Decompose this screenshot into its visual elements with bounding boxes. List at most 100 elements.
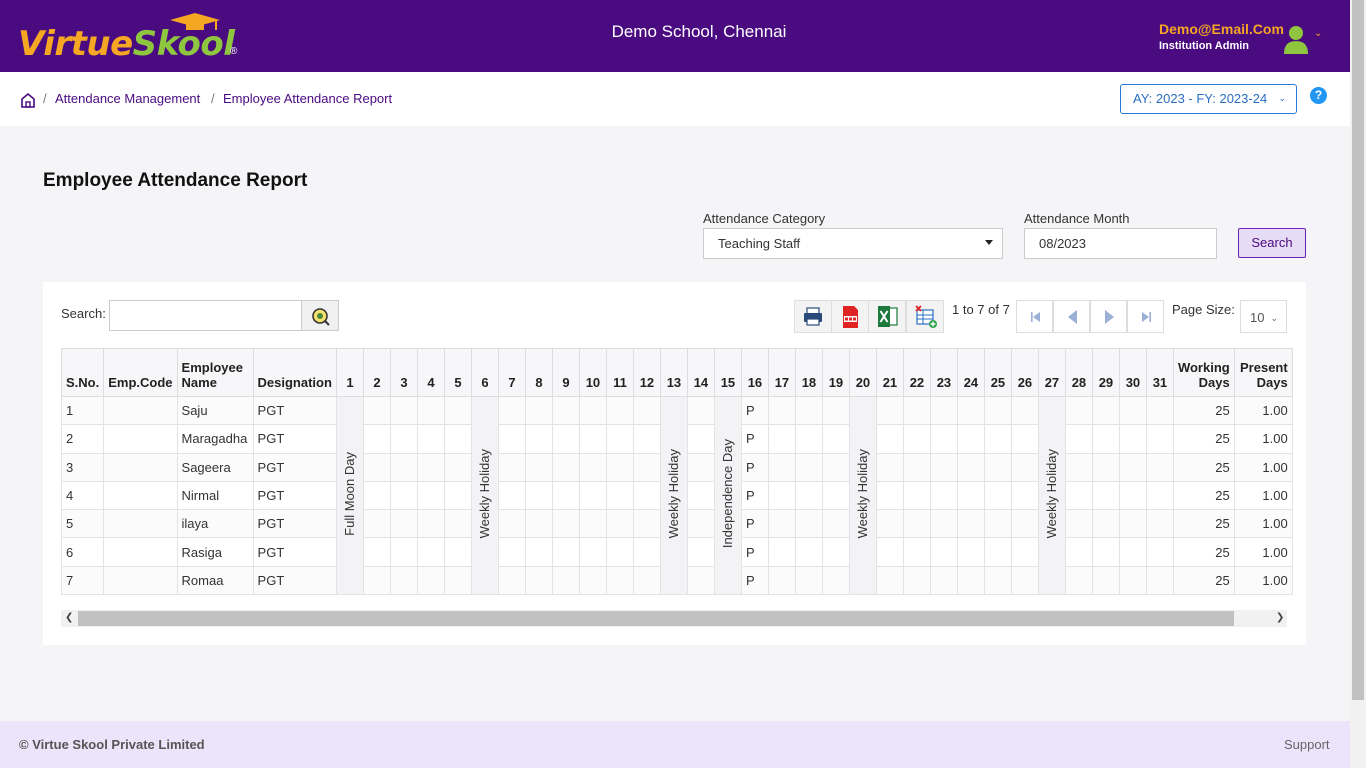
- cell-employee-name: Rasiga: [176, 537, 254, 567]
- cell-day-31: [1145, 452, 1174, 482]
- cell-day-25: [983, 395, 1012, 426]
- cell-day-11: [605, 509, 634, 539]
- grid-scrollbar-thumb[interactable]: [78, 611, 1234, 626]
- column-header-designation: Designation: [252, 348, 337, 397]
- column-header-day-28: 28: [1064, 348, 1093, 397]
- cell-day-26: [1010, 565, 1039, 596]
- column-header-day-11: 11: [605, 348, 634, 397]
- print-button[interactable]: [794, 300, 832, 333]
- holiday-cell-day-15: Independence Day: [713, 395, 742, 596]
- home-icon[interactable]: [20, 92, 36, 108]
- cell-day-24: [956, 452, 985, 482]
- column-header-day-5: 5: [443, 348, 472, 397]
- holiday-cell-day-20: Weekly Holiday: [848, 395, 877, 596]
- footer-support-link[interactable]: Support: [1284, 737, 1330, 752]
- cell-day-11: [605, 452, 634, 482]
- cell-day-25: [983, 565, 1012, 596]
- cell-day-28: [1064, 424, 1093, 454]
- cell-day-17: [767, 509, 796, 539]
- cell-designation: PGT: [252, 509, 337, 539]
- export-pdf-button[interactable]: [831, 300, 869, 333]
- search-button[interactable]: Search: [1238, 228, 1306, 258]
- help-icon[interactable]: ?: [1310, 87, 1327, 104]
- cell-sno: 2: [60, 424, 105, 454]
- table-row[interactable]: 2 Maragadha PGT P 25 1.00: [60, 424, 1293, 454]
- user-avatar-icon[interactable]: [1282, 24, 1310, 54]
- table-row[interactable]: 5 ilaya PGT P 25 1.00: [60, 509, 1293, 539]
- virtueskool-logo[interactable]: VirtueSkool ®: [18, 12, 248, 64]
- cell-day-21: [875, 480, 904, 511]
- scroll-right-icon[interactable]: ❯: [1276, 612, 1285, 623]
- cell-day-28: [1064, 565, 1093, 596]
- cell-day-26: [1010, 452, 1039, 482]
- grid-search-button[interactable]: [301, 300, 339, 331]
- user-email[interactable]: Demo@Email.Com: [1159, 21, 1284, 37]
- attendance-category-select[interactable]: Teaching Staff: [703, 228, 1003, 259]
- cell-present-days: 1.00: [1233, 452, 1293, 482]
- cell-day-28: [1064, 480, 1093, 511]
- excel-icon: [878, 306, 898, 327]
- cell-day-31: [1145, 480, 1174, 511]
- last-page-button[interactable]: [1127, 300, 1164, 333]
- cell-day-29: [1091, 452, 1120, 482]
- scroll-left-icon[interactable]: ❮: [65, 612, 74, 623]
- cell-day-3: [389, 480, 418, 511]
- table-row[interactable]: 1 Saju PGT Full Moon Day Weekly Holiday Weekl…: [60, 395, 1293, 596]
- export-excel-button[interactable]: [868, 300, 906, 333]
- table-row[interactable]: 4 Nirmal PGT P 25 1.00: [60, 480, 1293, 511]
- cell-day-31: [1145, 509, 1174, 539]
- cell-present-days: 1.00: [1233, 480, 1293, 511]
- table-row[interactable]: 7 Romaa PGT P 25 1.00: [60, 565, 1293, 596]
- user-role: Institution Admin: [1159, 40, 1250, 52]
- user-menu-chevron-down-icon[interactable]: ⌄: [1314, 28, 1323, 39]
- cell-day-19: [821, 565, 850, 596]
- first-page-button[interactable]: [1016, 300, 1053, 333]
- cell-day-5: [443, 565, 472, 596]
- cell-day-2: [362, 395, 391, 426]
- export-csv-button[interactable]: [906, 300, 944, 333]
- attendance-month-label: Attendance Month: [1024, 211, 1130, 226]
- table-row[interactable]: 6 Rasiga PGT P 25 1.00: [60, 537, 1293, 567]
- page-size-select[interactable]: 10 ⌄: [1240, 300, 1287, 333]
- cell-day-24: [956, 480, 985, 511]
- column-header-day-22: 22: [902, 348, 931, 397]
- column-header-day-20: 20: [848, 348, 877, 397]
- cell-working-days: 25: [1172, 537, 1235, 567]
- grid-search-input[interactable]: [109, 300, 302, 331]
- cell-day-11: [605, 395, 634, 426]
- cell-day-8: [524, 480, 553, 511]
- cell-day-7: [497, 480, 526, 511]
- cell-day-12: [632, 509, 661, 539]
- table-row[interactable]: 3 Sageera PGT P 25 1.00: [60, 452, 1293, 482]
- page-scrollbar-thumb[interactable]: [1352, 0, 1364, 700]
- cell-day-7: [497, 452, 526, 482]
- cell-working-days: 25: [1172, 452, 1235, 482]
- cell-day-18: [794, 452, 823, 482]
- cell-day-10: [578, 565, 607, 596]
- chevron-down-icon: ⌄: [1270, 313, 1278, 323]
- previous-page-button[interactable]: [1053, 300, 1090, 333]
- attendance-month-input[interactable]: 08/2023: [1024, 228, 1217, 259]
- cell-day-23: [929, 395, 958, 426]
- cell-day-17: [767, 537, 796, 567]
- last-page-icon: [1142, 312, 1151, 322]
- cell-day-7: [497, 565, 526, 596]
- column-header-day-9: 9: [551, 348, 580, 397]
- breadcrumb-attendance-management[interactable]: Attendance Management: [55, 91, 201, 106]
- cell-day-23: [929, 452, 958, 482]
- cell-day-17: [767, 480, 796, 511]
- breadcrumb-employee-attendance-report[interactable]: Employee Attendance Report: [223, 91, 393, 106]
- page-size-label: Page Size:: [1172, 302, 1235, 317]
- next-page-button[interactable]: [1090, 300, 1127, 333]
- cell-day-3: [389, 565, 418, 596]
- academic-year-select[interactable]: AY: 2023 - FY: 2023-24 ⌄: [1120, 84, 1297, 114]
- cell-day-14: [686, 452, 715, 482]
- cell-day-29: [1091, 480, 1120, 511]
- cell-designation: PGT: [252, 565, 337, 596]
- cell-day-22: [902, 480, 931, 511]
- cell-day-30: [1118, 537, 1147, 567]
- cell-day-3: [389, 452, 418, 482]
- cell-day-9: [551, 537, 580, 567]
- cell-day-21: [875, 424, 904, 454]
- cell-day-26: [1010, 424, 1039, 454]
